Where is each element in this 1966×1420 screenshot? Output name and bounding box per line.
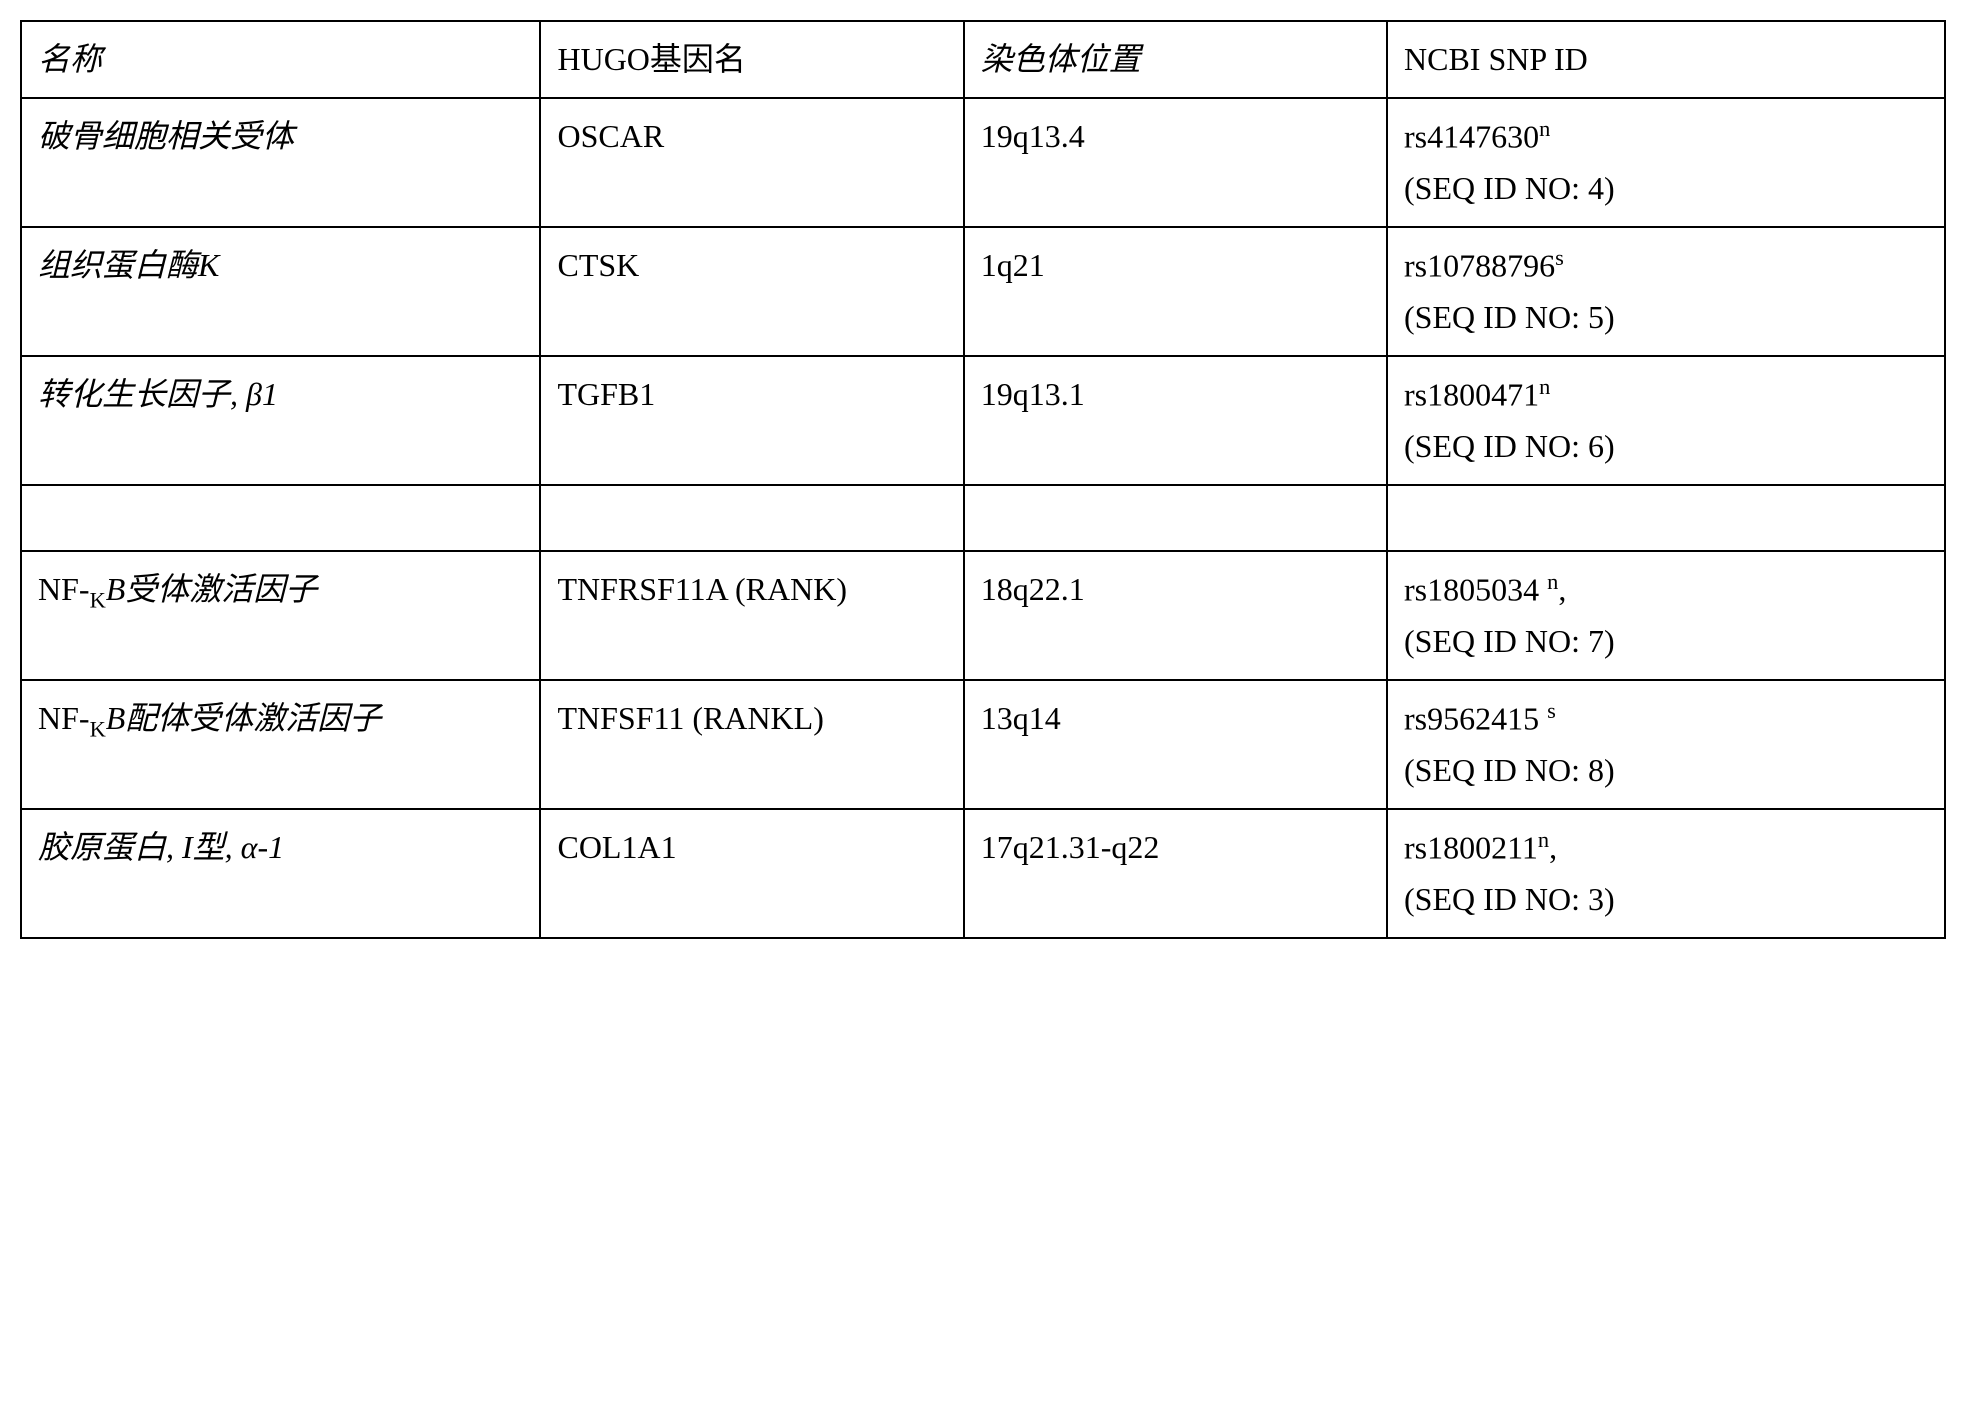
cell-chrom: 13q14 — [964, 680, 1387, 809]
cell-hugo: TGFB1 — [540, 356, 963, 485]
table-row: 破骨细胞相关受体 OSCAR 19q13.4 rs4147630n (SEQ I… — [21, 98, 1945, 227]
cell-hugo: CTSK — [540, 227, 963, 356]
cell-hugo: TNFRSF11A (RANK) — [540, 551, 963, 680]
snp-table: 名称 HUGO基因名 染色体位置 NCBI SNP ID 破骨细胞相关受体 OS… — [20, 20, 1946, 939]
cell-chrom: 19q13.4 — [964, 98, 1387, 227]
cell-snp: rs10788796s (SEQ ID NO: 5) — [1387, 227, 1945, 356]
empty-cell — [1387, 485, 1945, 551]
col-header-name: 名称 — [21, 21, 540, 98]
cell-snp: rs1805034 n, (SEQ ID NO: 7) — [1387, 551, 1945, 680]
table-header-row: 名称 HUGO基因名 染色体位置 NCBI SNP ID — [21, 21, 1945, 98]
cell-name: NF-KB受体激活因子 — [21, 551, 540, 680]
table-row: 组织蛋白酶K CTSK 1q21 rs10788796s (SEQ ID NO:… — [21, 227, 1945, 356]
cell-name: 胶原蛋白, I型, α-1 — [21, 809, 540, 938]
col-header-chrom: 染色体位置 — [964, 21, 1387, 98]
cell-snp: rs1800471n (SEQ ID NO: 6) — [1387, 356, 1945, 485]
col-header-hugo: HUGO基因名 — [540, 21, 963, 98]
cell-name: 破骨细胞相关受体 — [21, 98, 540, 227]
cell-snp: rs1800211n, (SEQ ID NO: 3) — [1387, 809, 1945, 938]
cell-snp: rs4147630n (SEQ ID NO: 4) — [1387, 98, 1945, 227]
table-empty-row — [21, 485, 1945, 551]
cell-hugo: TNFSF11 (RANKL) — [540, 680, 963, 809]
cell-chrom: 17q21.31-q22 — [964, 809, 1387, 938]
cell-chrom: 18q22.1 — [964, 551, 1387, 680]
cell-name: 转化生长因子, β1 — [21, 356, 540, 485]
col-header-snp: NCBI SNP ID — [1387, 21, 1945, 98]
table-row: NF-KB受体激活因子 TNFRSF11A (RANK) 18q22.1 rs1… — [21, 551, 1945, 680]
cell-chrom: 1q21 — [964, 227, 1387, 356]
table-row: 胶原蛋白, I型, α-1 COL1A1 17q21.31-q22 rs1800… — [21, 809, 1945, 938]
empty-cell — [540, 485, 963, 551]
cell-chrom: 19q13.1 — [964, 356, 1387, 485]
empty-cell — [964, 485, 1387, 551]
cell-name: 组织蛋白酶K — [21, 227, 540, 356]
table-row: 转化生长因子, β1 TGFB1 19q13.1 rs1800471n (SEQ… — [21, 356, 1945, 485]
empty-cell — [21, 485, 540, 551]
cell-name: NF-KB配体受体激活因子 — [21, 680, 540, 809]
cell-snp: rs9562415 s (SEQ ID NO: 8) — [1387, 680, 1945, 809]
cell-hugo: OSCAR — [540, 98, 963, 227]
table-row: NF-KB配体受体激活因子 TNFSF11 (RANKL) 13q14 rs95… — [21, 680, 1945, 809]
cell-hugo: COL1A1 — [540, 809, 963, 938]
